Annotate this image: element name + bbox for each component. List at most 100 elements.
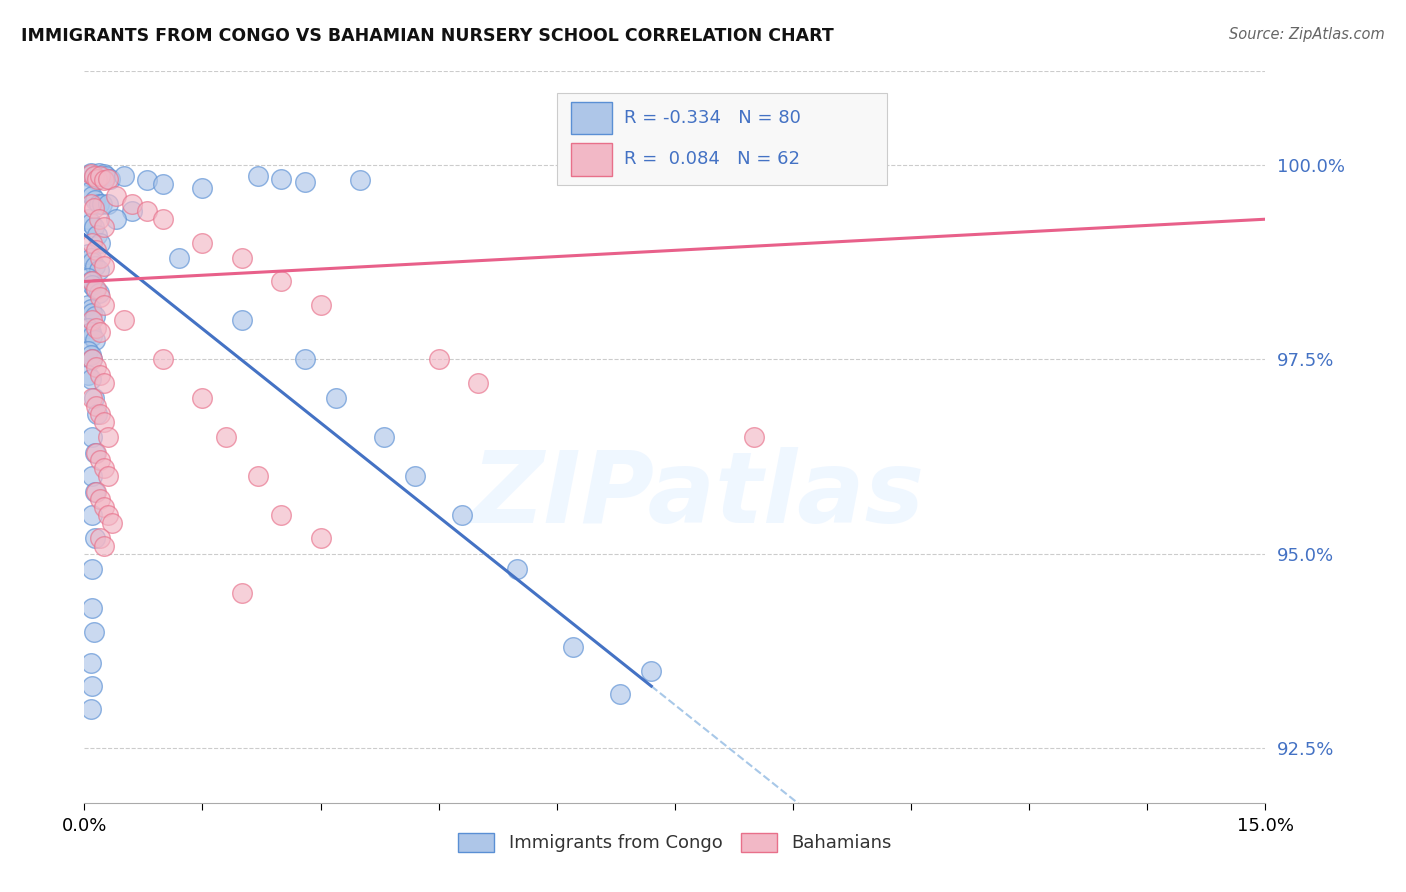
Point xyxy=(82,329,104,343)
Point xyxy=(82,278,104,293)
Point xyxy=(191,391,214,405)
Point xyxy=(84,484,107,499)
Point xyxy=(112,169,135,184)
Point xyxy=(152,212,174,227)
Point xyxy=(89,235,111,250)
Point xyxy=(246,169,269,184)
Point xyxy=(191,181,214,195)
Point xyxy=(309,298,332,312)
Point xyxy=(87,165,110,179)
Point xyxy=(83,201,105,215)
Point xyxy=(87,212,110,227)
Point xyxy=(136,173,159,187)
Point xyxy=(84,310,107,324)
Point xyxy=(561,640,583,655)
Point xyxy=(89,169,111,184)
Point xyxy=(79,216,101,230)
Point xyxy=(82,352,104,367)
Point xyxy=(79,325,101,339)
Point xyxy=(79,196,101,211)
Point xyxy=(79,372,101,386)
Point xyxy=(136,204,159,219)
Point xyxy=(349,173,371,187)
Point xyxy=(325,391,347,405)
Point xyxy=(86,171,108,186)
Point xyxy=(77,321,100,335)
Point xyxy=(84,173,107,187)
Point xyxy=(87,262,110,277)
Point xyxy=(742,430,765,444)
Point xyxy=(77,247,100,261)
Point xyxy=(82,391,104,405)
Point xyxy=(427,352,450,367)
Point xyxy=(97,508,120,522)
Point xyxy=(84,333,107,347)
Point xyxy=(215,430,238,444)
Point xyxy=(294,175,316,189)
Point xyxy=(84,531,107,545)
Point xyxy=(83,169,105,184)
Point xyxy=(79,348,101,362)
Point xyxy=(246,469,269,483)
Point xyxy=(167,251,190,265)
Point xyxy=(294,352,316,367)
Point xyxy=(82,508,104,522)
Point xyxy=(79,165,101,179)
Point xyxy=(451,508,474,522)
Point xyxy=(97,171,120,186)
Point xyxy=(96,169,118,184)
Point xyxy=(93,219,115,234)
Point xyxy=(77,270,100,285)
Point xyxy=(270,275,292,289)
Point xyxy=(93,500,115,515)
Point xyxy=(82,275,104,289)
Text: R = -0.334   N = 80: R = -0.334 N = 80 xyxy=(624,109,801,127)
Point xyxy=(609,687,631,701)
Point xyxy=(373,430,395,444)
Point xyxy=(97,196,120,211)
Point xyxy=(83,624,105,639)
Point xyxy=(77,169,100,184)
Point xyxy=(93,539,115,553)
Point xyxy=(270,508,292,522)
Point xyxy=(84,282,107,296)
Point xyxy=(89,531,111,545)
Point xyxy=(89,368,111,382)
Point xyxy=(82,562,104,576)
Point xyxy=(82,352,104,367)
Text: IMMIGRANTS FROM CONGO VS BAHAMIAN NURSERY SCHOOL CORRELATION CHART: IMMIGRANTS FROM CONGO VS BAHAMIAN NURSER… xyxy=(21,27,834,45)
Point xyxy=(77,298,100,312)
FancyBboxPatch shape xyxy=(557,94,887,185)
Point xyxy=(82,430,104,444)
Point xyxy=(121,204,143,219)
Point xyxy=(83,219,105,234)
Point xyxy=(93,298,115,312)
Point xyxy=(86,407,108,421)
Point xyxy=(89,407,111,421)
Text: Source: ZipAtlas.com: Source: ZipAtlas.com xyxy=(1229,27,1385,42)
FancyBboxPatch shape xyxy=(571,102,612,135)
Point xyxy=(84,321,107,335)
Point xyxy=(93,259,115,273)
Point xyxy=(101,516,124,530)
Point xyxy=(112,313,135,327)
Point xyxy=(93,167,115,181)
Point xyxy=(77,344,100,359)
Point xyxy=(79,275,101,289)
Point xyxy=(90,196,112,211)
Point xyxy=(79,301,101,316)
Legend: Immigrants from Congo, Bahamians: Immigrants from Congo, Bahamians xyxy=(451,826,898,860)
Point xyxy=(506,562,529,576)
Point xyxy=(82,189,104,203)
Point xyxy=(84,193,107,207)
Point xyxy=(231,251,253,265)
Point xyxy=(82,679,104,693)
Text: ZIPatlas: ZIPatlas xyxy=(472,447,925,544)
Point xyxy=(82,313,104,327)
Point xyxy=(467,376,489,390)
Point xyxy=(231,313,253,327)
Point xyxy=(82,469,104,483)
Point xyxy=(93,415,115,429)
Point xyxy=(84,445,107,459)
Point xyxy=(84,484,107,499)
